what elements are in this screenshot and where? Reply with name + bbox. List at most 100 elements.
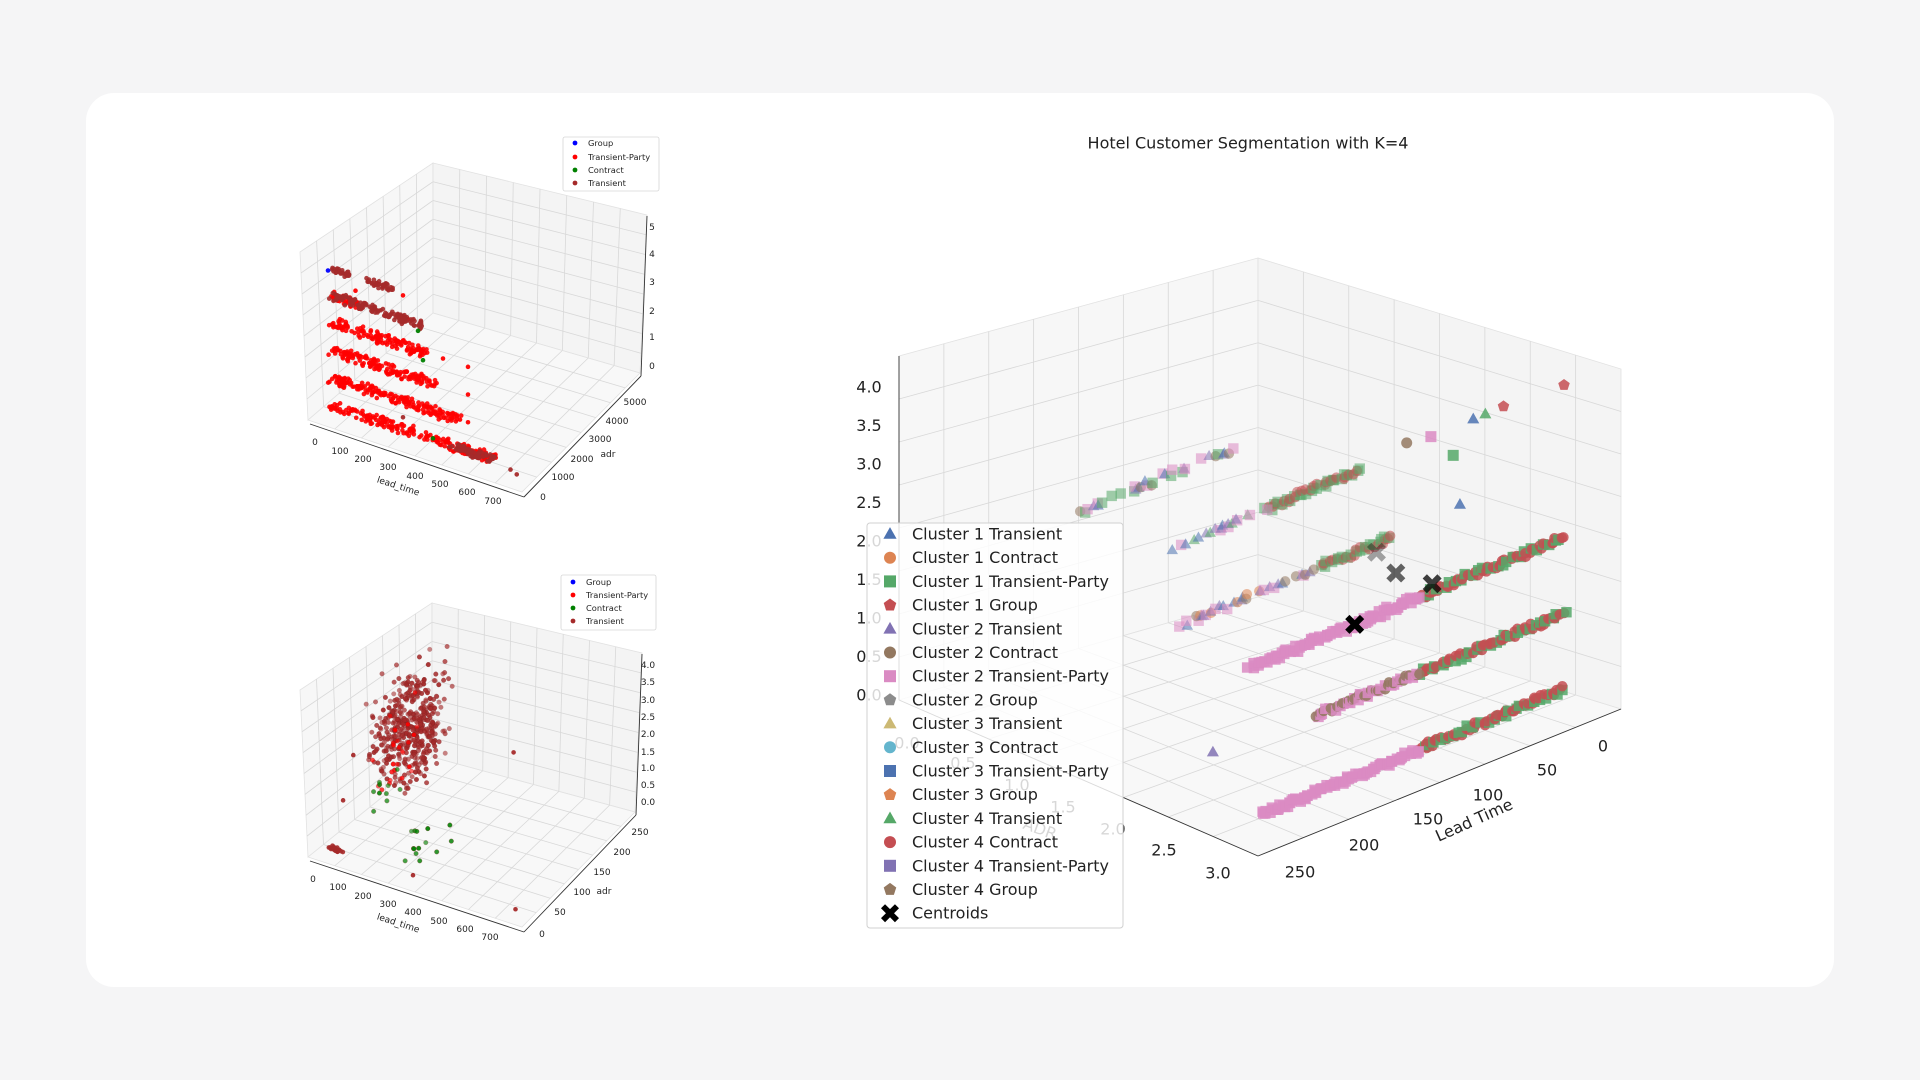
data-point xyxy=(514,472,520,477)
gridline xyxy=(583,640,590,799)
x-tick-label: 0 xyxy=(310,875,316,885)
data-point xyxy=(400,293,406,298)
data-point xyxy=(328,846,334,852)
gridline xyxy=(400,781,607,842)
gridline xyxy=(1257,511,1622,625)
y-tick-label: 5000 xyxy=(624,398,647,408)
data-point xyxy=(1166,543,1178,555)
data-point xyxy=(370,715,376,721)
data-point xyxy=(1561,607,1572,618)
data-point xyxy=(368,333,374,338)
data-point xyxy=(340,318,345,323)
data-point xyxy=(332,351,338,356)
legend-label: Cluster 2 Transient-Party xyxy=(912,667,1109,686)
data-point xyxy=(1230,513,1242,524)
data-point xyxy=(376,308,382,314)
gridline xyxy=(1168,680,1531,818)
centroid-marker xyxy=(1422,574,1442,594)
data-point xyxy=(402,374,408,379)
data-point xyxy=(1195,453,1207,464)
data-point xyxy=(435,720,441,726)
data-point xyxy=(384,366,390,372)
data-point xyxy=(427,646,433,652)
data-point xyxy=(433,747,439,753)
data-point xyxy=(344,357,350,363)
x-tick-label: 200 xyxy=(1349,836,1380,855)
legend-marker-icon xyxy=(884,859,896,872)
data-point xyxy=(379,787,385,793)
data-point xyxy=(427,695,433,701)
data-point xyxy=(425,826,431,832)
data-point xyxy=(394,716,400,722)
z-tick-label: 2.5 xyxy=(856,493,881,512)
data-point xyxy=(1384,530,1396,542)
y-tick-label: 1000 xyxy=(552,473,575,483)
data-point xyxy=(395,311,401,317)
data-point xyxy=(394,738,400,744)
data-point xyxy=(353,415,359,421)
data-point xyxy=(411,732,417,738)
data-point xyxy=(402,790,408,796)
data-point xyxy=(446,676,452,682)
data-point xyxy=(1280,576,1291,587)
legend-label: Contract xyxy=(588,165,624,175)
data-point xyxy=(423,697,429,703)
data-point xyxy=(1453,498,1466,509)
legend-marker-icon xyxy=(884,741,896,754)
data-point xyxy=(402,696,408,702)
data-point xyxy=(351,384,357,389)
data-point xyxy=(345,376,351,381)
data-point xyxy=(360,384,366,390)
data-point xyxy=(428,718,434,724)
legend-marker-icon xyxy=(884,765,896,777)
data-point xyxy=(386,424,392,430)
data-point xyxy=(400,414,406,420)
gridline xyxy=(432,275,642,334)
data-point xyxy=(429,729,434,735)
data-point xyxy=(423,430,429,435)
data-point xyxy=(419,680,425,685)
data-point xyxy=(1221,603,1233,615)
data-point xyxy=(369,729,375,735)
data-point xyxy=(370,744,376,750)
data-point xyxy=(389,769,395,775)
data-point xyxy=(397,756,403,762)
data-point xyxy=(396,721,402,727)
z-tick-label: 4.0 xyxy=(856,378,881,397)
data-point xyxy=(414,715,420,721)
data-point xyxy=(358,411,364,416)
data-point xyxy=(397,339,402,345)
data-point xyxy=(1192,531,1205,542)
x-tick-label: 600 xyxy=(458,488,475,498)
legend-label: Transient-Party xyxy=(585,590,648,600)
x-tick-label: 0 xyxy=(312,438,318,448)
legend-marker-icon xyxy=(884,836,896,849)
z-tick-label: 2.0 xyxy=(641,730,656,740)
gridline xyxy=(609,646,617,806)
data-point xyxy=(1314,631,1325,642)
data-point xyxy=(453,419,459,424)
data-point xyxy=(411,402,416,408)
gridline xyxy=(305,275,434,379)
data-point xyxy=(343,322,348,327)
data-point xyxy=(511,750,516,755)
data-point xyxy=(424,726,430,732)
data-point xyxy=(383,725,389,731)
y-tick-label: 150 xyxy=(593,868,610,878)
gridline xyxy=(494,365,615,484)
data-point xyxy=(445,436,451,442)
data-point xyxy=(428,706,434,712)
legend-marker-icon xyxy=(570,618,576,624)
legend-label: Cluster 3 Transient-Party xyxy=(912,762,1109,781)
data-point xyxy=(380,422,385,428)
data-point xyxy=(332,402,337,407)
gridline xyxy=(1257,427,1622,540)
data-point xyxy=(400,428,405,433)
gridline xyxy=(382,196,387,354)
data-point xyxy=(406,764,412,770)
z-tick-label: 3.5 xyxy=(856,416,881,435)
x-tick-label: 200 xyxy=(354,455,371,465)
legend-marker-icon xyxy=(883,693,897,706)
y-axis-label: adr xyxy=(597,887,612,897)
gridline xyxy=(468,797,585,910)
